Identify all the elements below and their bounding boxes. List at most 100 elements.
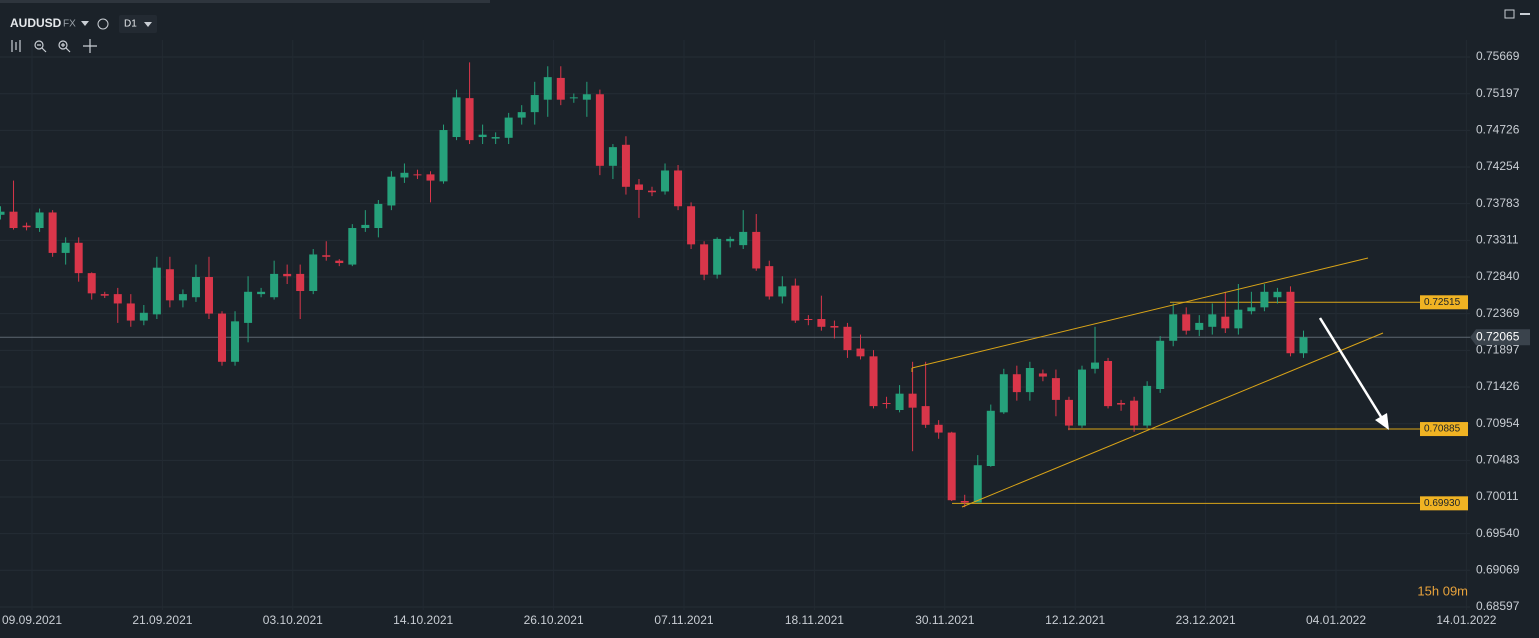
y-tick-label: 0.70954	[1476, 416, 1520, 430]
x-tick-label: 14.10.2021	[393, 613, 453, 627]
candle-body	[231, 321, 240, 362]
candle-body	[413, 174, 422, 176]
info-icon[interactable]	[97, 18, 109, 30]
x-tick-label: 09.09.2021	[2, 613, 62, 627]
candle-body	[1247, 307, 1256, 312]
candle-body	[270, 273, 279, 298]
candle-body	[218, 313, 227, 362]
x-tick-label: 18.11.2021	[785, 613, 844, 627]
symbol[interactable]: AUDUSD	[10, 16, 62, 30]
candle-body	[621, 144, 630, 187]
move-icon[interactable]	[83, 39, 97, 53]
candle-body	[139, 312, 148, 321]
candle-body	[634, 184, 643, 190]
candle-body	[700, 244, 709, 275]
zoom-in-icon[interactable]	[58, 40, 68, 50]
candle-body	[374, 203, 383, 229]
candle-body	[882, 403, 891, 405]
candle-body	[895, 393, 904, 411]
candle-body	[921, 406, 930, 425]
candle-body	[986, 410, 995, 467]
dropdown-icon[interactable]	[81, 21, 89, 26]
candle-body	[152, 267, 161, 315]
candle-body	[100, 294, 109, 296]
candle-body	[387, 176, 396, 206]
candle-body	[61, 242, 70, 253]
arrow	[1318, 317, 1389, 430]
candle-body	[947, 432, 956, 501]
y-tick-label: 0.70011	[1476, 489, 1519, 503]
candle-body	[1299, 337, 1308, 354]
levels: 0.72515 0.70885 0.69930 0.72065	[0, 295, 1530, 511]
candle-body	[674, 170, 683, 207]
candle-body	[595, 94, 604, 166]
y-tick-label: 0.73311	[1476, 233, 1519, 247]
x-tick-label: 03.10.2021	[263, 613, 323, 627]
candle-body	[165, 269, 174, 301]
x-tick-label: 07.11.2021	[654, 613, 713, 627]
price-label: 0.72065	[1476, 329, 1520, 343]
candle-body	[1221, 316, 1230, 329]
indicator-icon[interactable]	[11, 40, 21, 52]
candle-body	[687, 206, 696, 245]
x-tick-label: 12.12.2021	[1045, 613, 1105, 627]
arrow-head	[1375, 413, 1389, 430]
x-tick-label: 23.12.2021	[1176, 613, 1236, 627]
window-icon[interactable]	[1504, 9, 1515, 19]
y-tick-label: 0.71426	[1476, 379, 1520, 393]
candle-body	[465, 98, 474, 141]
candle-body	[322, 255, 331, 257]
level-tag	[1420, 295, 1468, 310]
y-tick-label: 0.73783	[1476, 196, 1520, 210]
y-tick-label: 0.71897	[1476, 343, 1520, 357]
countdown: 15h 09m	[1417, 583, 1468, 598]
x-tick-label: 04.01.2022	[1306, 613, 1366, 627]
candle-body	[752, 231, 761, 269]
candle-body	[973, 465, 982, 503]
level-tag	[1420, 422, 1468, 437]
arrow-shaft	[1318, 317, 1385, 421]
candle-body	[9, 211, 18, 229]
candle-body	[804, 319, 813, 321]
candle-body	[1025, 368, 1034, 393]
candle-body	[648, 190, 656, 193]
candle-body	[361, 224, 370, 229]
market[interactable]: FX	[63, 19, 76, 30]
candle-body	[113, 294, 122, 304]
timeframe[interactable]: D1	[124, 19, 137, 30]
y-tick-label: 0.75669	[1476, 49, 1520, 63]
candle-body	[1156, 340, 1165, 390]
candle-body	[1051, 378, 1060, 400]
grid	[0, 40, 1470, 610]
candle-body	[739, 231, 748, 246]
candle-body	[491, 137, 500, 139]
candle-body	[726, 238, 735, 242]
candle-body	[843, 326, 852, 351]
y-tick-label: 0.74254	[1476, 159, 1520, 173]
x-tick-label: 14.01.2022	[1436, 613, 1496, 627]
candle-body	[1077, 369, 1086, 426]
candle-body	[1182, 314, 1191, 331]
candle-body	[478, 134, 487, 138]
candle-body	[765, 266, 774, 297]
candle-body	[1091, 362, 1100, 369]
candle-body	[35, 212, 44, 229]
candle-body	[869, 356, 878, 407]
candle-body	[1012, 374, 1021, 393]
y-tick-label: 0.72369	[1476, 306, 1520, 320]
candle-body	[426, 174, 435, 181]
candle-body	[283, 273, 292, 277]
candle-body	[335, 260, 344, 264]
top-bar	[0, 0, 490, 3]
candle-body	[22, 225, 31, 228]
candle-body	[178, 294, 187, 301]
dropdown-icon[interactable]	[144, 22, 152, 27]
price-tag	[1470, 329, 1530, 346]
zoom-out-icon[interactable]	[34, 40, 44, 50]
x-tick-label: 26.10.2021	[524, 613, 584, 627]
candle-body	[1286, 291, 1295, 354]
y-tick-label: 0.72840	[1476, 269, 1520, 283]
timeframe-box[interactable]	[119, 15, 157, 33]
candle-body	[908, 393, 917, 408]
toolbar-icons	[11, 39, 97, 53]
